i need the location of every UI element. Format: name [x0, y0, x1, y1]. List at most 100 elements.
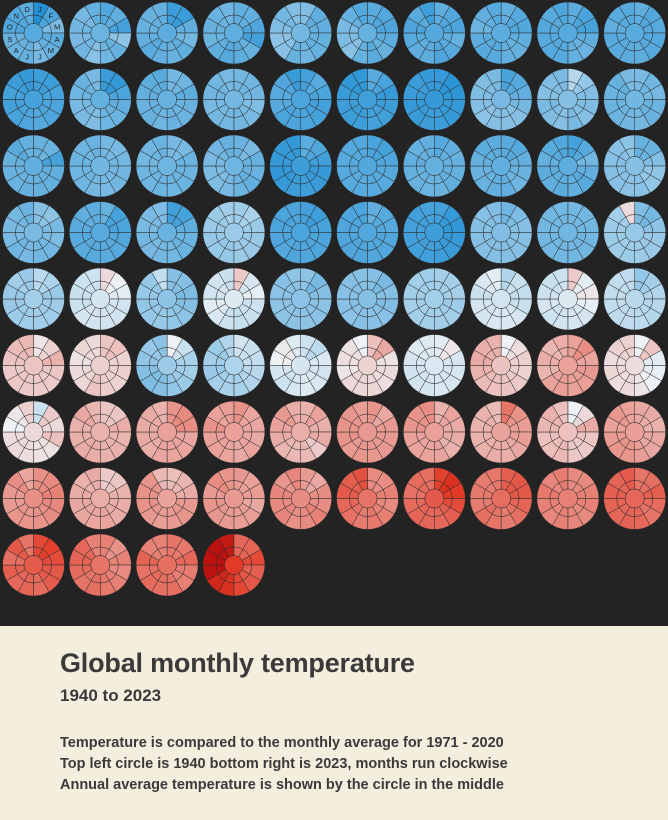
year-circle-1997: [469, 334, 533, 397]
year-circle-1959: [603, 68, 666, 131]
annual-average-dot: [157, 422, 177, 442]
month-letter-label: D: [24, 5, 30, 14]
annual-average-dot: [357, 488, 378, 509]
year-circle-1972: [135, 201, 199, 264]
annual-average-dot: [157, 488, 177, 509]
annual-average-dot: [290, 23, 311, 43]
annual-average-dot: [157, 23, 177, 43]
month-letter-label: S: [7, 35, 12, 44]
annual-average-dot: [558, 488, 578, 509]
annual-average-dot: [424, 23, 445, 43]
year-circle-1946: [403, 1, 466, 65]
annual-average-dot: [624, 422, 645, 442]
year-circle-1986: [403, 267, 466, 331]
year-circle-2011: [69, 467, 132, 530]
year-circle-1967: [469, 134, 533, 198]
annual-average-dot: [157, 222, 177, 243]
year-circle-1992: [135, 334, 199, 397]
year-circle-2020: [2, 533, 65, 597]
year-circle-1962: [135, 134, 199, 198]
year-circle-1974: [269, 201, 332, 264]
annual-average-dot: [491, 422, 511, 442]
year-circle-2018: [536, 467, 600, 530]
year-circle-1982: [135, 267, 199, 331]
annual-average-dot: [157, 289, 177, 309]
month-letter-label: M: [48, 46, 54, 55]
annual-average-dot: [290, 488, 311, 509]
year-circle-1985: [336, 267, 399, 331]
year-circle-2003: [202, 400, 266, 464]
year-circle-1978: [536, 201, 600, 264]
year-circle-1989: [603, 267, 666, 331]
annual-average-dot: [558, 23, 578, 43]
annual-average-dot: [23, 488, 44, 509]
month-letter-label: O: [7, 22, 13, 31]
annual-average-dot: [23, 222, 44, 243]
annual-average-dot: [624, 89, 645, 110]
year-circle-2022: [135, 533, 199, 597]
year-circle-1947: [469, 1, 533, 65]
annual-average-dot: [624, 23, 645, 43]
year-circle-1953: [202, 68, 266, 131]
year-circle-1949: [603, 1, 666, 65]
year-circle-2006: [403, 400, 466, 464]
annual-average-dot: [357, 156, 378, 176]
year-circle-2014: [269, 467, 332, 530]
year-circle-2010: [2, 467, 65, 530]
caption-note: Annual average temperature is shown by t…: [60, 777, 504, 793]
annual-average-dot: [90, 488, 111, 509]
annual-average-dot: [290, 422, 311, 442]
annual-average-dot: [224, 289, 244, 309]
annual-average-dot: [357, 89, 378, 110]
annual-average-dot: [157, 156, 177, 176]
year-circle-1963: [202, 134, 266, 198]
year-circle-2005: [336, 400, 399, 464]
month-letter-label: J: [25, 52, 29, 61]
annual-average-dot: [491, 355, 511, 376]
year-circle-2015: [336, 467, 399, 530]
annual-average-dot: [491, 488, 511, 509]
annual-average-dot: [90, 355, 111, 376]
annual-average-dot: [624, 222, 645, 243]
annual-average-dot: [157, 355, 177, 376]
annual-average-dot: [424, 488, 445, 509]
annual-average-dot: [23, 555, 44, 575]
year-circle-1981: [69, 267, 132, 331]
annual-average-dot: [491, 156, 511, 176]
year-circle-1988: [536, 267, 600, 331]
annual-average-dot: [290, 289, 311, 309]
year-circle-1994: [269, 334, 332, 397]
annual-average-dot: [23, 89, 44, 110]
annual-average-dot: [90, 89, 111, 110]
annual-average-dot: [491, 222, 511, 243]
year-circle-1960: [2, 134, 65, 198]
annual-average-dot: [90, 156, 111, 176]
year-circle-1944: [269, 1, 332, 65]
year-circle-1950: [2, 68, 65, 131]
month-letter-label: N: [13, 11, 18, 20]
annual-average-dot: [357, 222, 378, 243]
annual-average-dot: [23, 156, 44, 176]
month-letter-label: M: [54, 22, 60, 31]
annual-average-dot: [224, 422, 244, 442]
month-letter-label: J: [38, 52, 42, 61]
annual-average-dot: [357, 422, 378, 442]
year-circle-1948: [536, 1, 600, 65]
annual-average-dot: [290, 222, 311, 243]
year-circle-1951: [69, 68, 132, 131]
year-circle-1971: [69, 201, 132, 264]
annual-average-dot: [157, 89, 177, 110]
annual-average-dot: [23, 422, 44, 442]
annual-average-dot: [424, 222, 445, 243]
year-circle-1991: [69, 334, 132, 397]
year-circle-2016: [403, 467, 466, 530]
annual-average-dot: [558, 422, 578, 442]
annual-average-dot: [90, 555, 111, 575]
annual-average-dot: [23, 23, 44, 43]
month-letter-label: J: [38, 5, 42, 14]
annual-average-dot: [224, 89, 244, 110]
year-circle-2023: [202, 533, 266, 597]
annual-average-dot: [290, 156, 311, 176]
year-circle-1956: [403, 68, 466, 131]
year-circle-2001: [69, 400, 132, 464]
